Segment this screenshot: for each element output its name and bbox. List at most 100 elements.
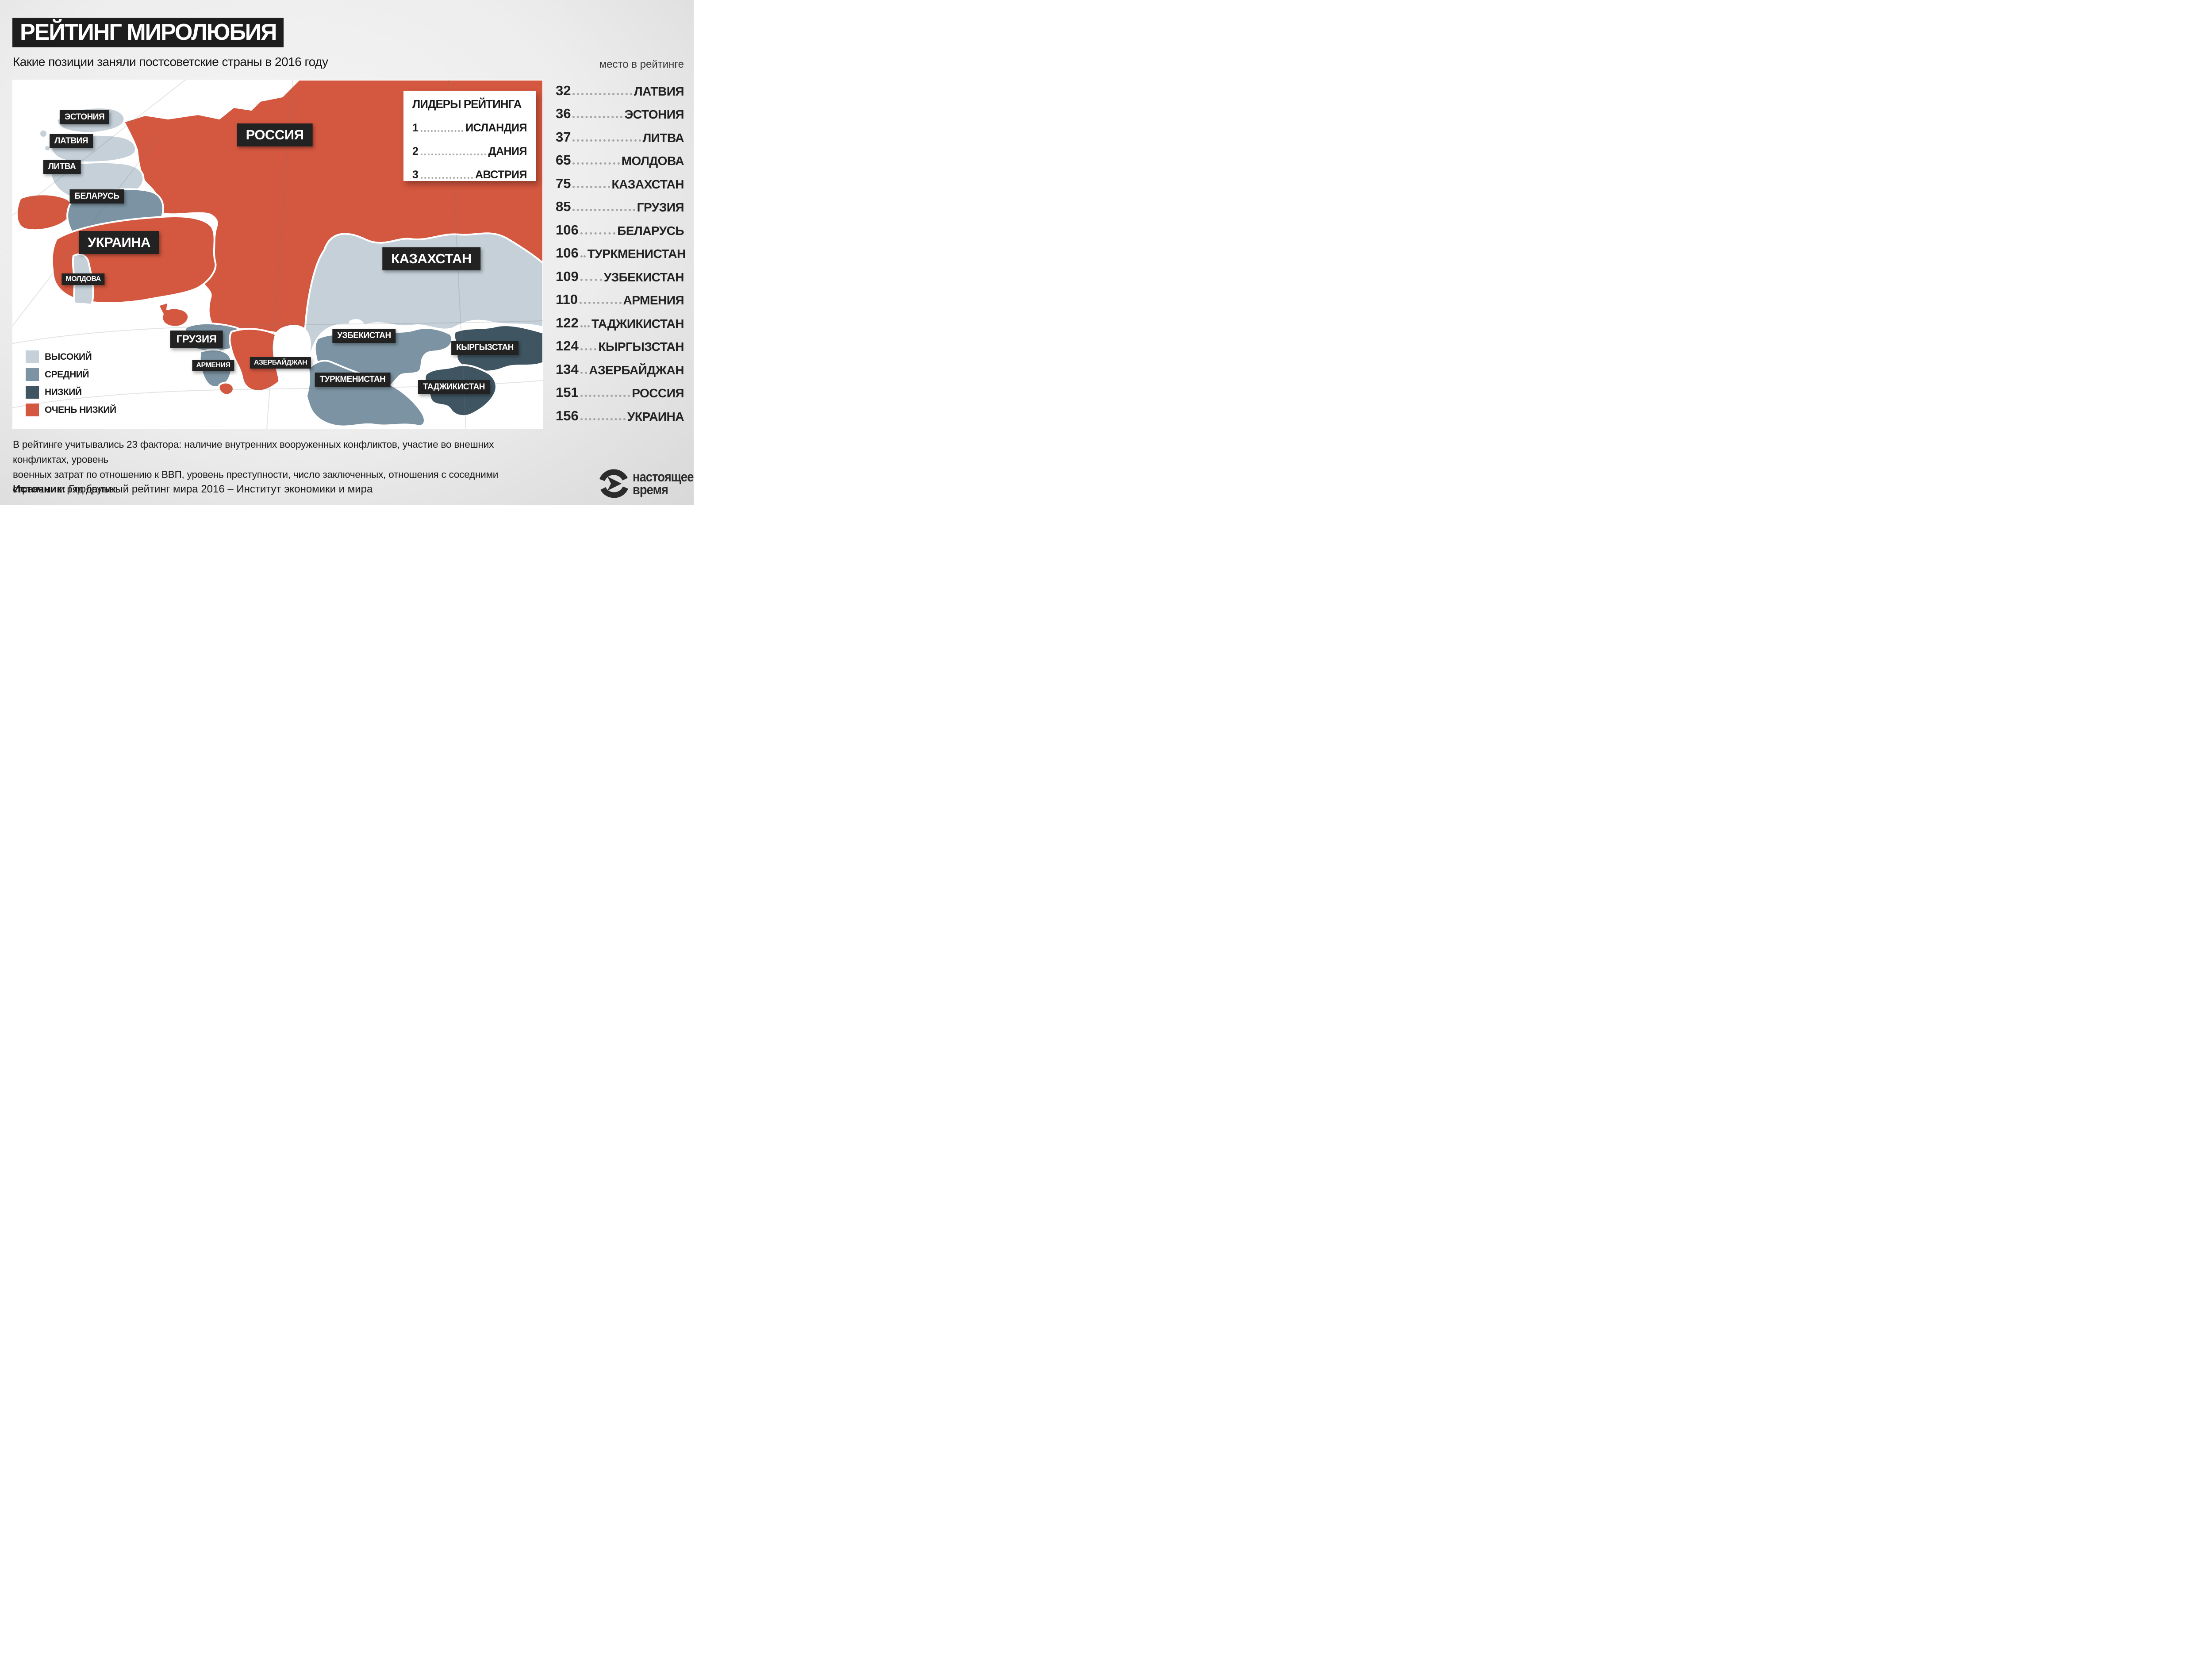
leader-row: 1 ИСЛАНДИЯ	[412, 122, 527, 135]
logo-line2: время	[633, 482, 668, 497]
leader-rank: 2	[412, 145, 419, 158]
sea-black	[37, 300, 200, 387]
ranking-country: МОЛДОВА	[621, 154, 684, 168]
leader-row: 2 ДАНИЯ	[412, 145, 527, 158]
ranking-list: 32 ЛАТВИЯ 36 ЭСТОНИЯ 37 ЛИТВА 65 МОЛДОВА 75 К…	[556, 75, 686, 424]
ranking-country: УЗБЕКИСТАН	[603, 270, 684, 284]
legend-item-medium: СРЕДНИЙ	[26, 368, 116, 381]
map-label-lithuania: ЛИТВА	[43, 160, 81, 174]
ranking-row: 156 УКРАИНА	[556, 400, 684, 424]
legend-label-high: ВЫСОКИЙ	[45, 351, 92, 362]
ranking-rank: 106	[556, 222, 579, 238]
dotted-leader	[580, 255, 586, 258]
sea-caspian	[273, 325, 311, 420]
dotted-leader	[420, 154, 486, 155]
dotted-leader	[572, 209, 635, 211]
ranking-row: 106 БЕЛАРУСЬ	[556, 215, 684, 238]
legend-swatch-high	[26, 350, 39, 363]
dotted-leader	[572, 185, 610, 188]
ranking-rank: 75	[556, 175, 571, 191]
legend-label-very-low: ОЧЕНЬ НИЗКИЙ	[45, 404, 116, 415]
current-time-logo: настоящее время	[597, 467, 694, 500]
ranking-country: ЛИТВА	[642, 131, 684, 145]
ranking-row: 75 КАЗАХСТАН	[556, 168, 684, 192]
country-kazakhstan	[301, 232, 543, 367]
leader-country: ДАНИЯ	[488, 145, 527, 158]
page-title: РЕЙТИНГ МИРОЛЮБИЯ	[20, 19, 277, 45]
leader-rank: 3	[412, 169, 419, 181]
legend-item-very-low: ОЧЕНЬ НИЗКИЙ	[26, 404, 116, 416]
leader-row: 3 АВСТРИЯ	[412, 169, 527, 181]
leader-country: ИСЛАНДИЯ	[465, 122, 527, 134]
dotted-leader	[580, 395, 630, 397]
map-label-ukraine: УКРАИНА	[78, 231, 160, 254]
dotted-leader	[420, 177, 473, 179]
region-nakhchivan	[218, 381, 234, 396]
dotted-leader	[580, 371, 588, 374]
ranking-row: 124 КЫРГЫЗСТАН	[556, 331, 684, 354]
graticule-lines	[12, 80, 543, 429]
dotted-leader	[580, 325, 590, 327]
page-subtitle: Какие позиции заняли постсоветские стран…	[13, 55, 328, 69]
clock-arrow-icon	[599, 469, 628, 498]
dotted-leader	[580, 278, 602, 281]
ranking-row: 151 РОССИЯ	[556, 377, 684, 401]
ranking-country: ЛАТВИЯ	[634, 84, 684, 98]
infographic: РЕЙТИНГ МИРОЛЮБИЯ Какие позиции заняли п…	[0, 0, 694, 505]
footnote: В рейтинге учитывались 23 фактора: налич…	[13, 439, 499, 495]
ranking-rank: 106	[556, 245, 579, 261]
source-label: Источник:	[13, 483, 66, 495]
ranking-country: УКРАИНА	[627, 409, 684, 423]
ranking-row: 32 ЛАТВИЯ	[556, 75, 684, 99]
ranking-rank: 85	[556, 199, 571, 214]
region-turkey-iran-white	[12, 371, 288, 429]
map-label-tajikistan: ТАДЖИКИСТАН	[418, 380, 490, 394]
legend-label-medium: СРЕДНИЙ	[45, 369, 89, 380]
ranking-rank: 37	[556, 129, 571, 145]
map-legend: ВЫСОКИЙ СРЕДНИЙ НИЗКИЙ ОЧЕНЬ НИЗКИЙ	[26, 350, 116, 421]
ranking-country: ТУРКМЕНИСТАН	[587, 247, 686, 261]
legend-swatch-very-low	[26, 404, 39, 416]
ranking-country: БЕЛАРУСЬ	[617, 223, 684, 238]
ranking-row: 122 ТАДЖИКИСТАН	[556, 308, 684, 331]
dotted-leader	[572, 92, 632, 95]
map-label-latvia: ЛАТВИЯ	[50, 134, 93, 148]
leader-rank: 1	[412, 122, 419, 134]
leaders-title: ЛИДЕРЫ РЕЙТИНГА	[412, 97, 522, 111]
dotted-leader	[580, 418, 626, 420]
ranking-country: КЫРГЫЗСТАН	[598, 340, 684, 354]
map-label-kyrgyzstan: КЫРГЫЗСТАН	[451, 341, 518, 355]
region-crimea	[157, 301, 190, 328]
ranking-row: 85 ГРУЗИЯ	[556, 192, 684, 215]
ranking-country: ГРУЗИЯ	[637, 200, 684, 214]
dotted-leader	[572, 116, 623, 118]
ranking-rank: 156	[556, 408, 579, 423]
ranking-row: 134 АЗЕРБАЙДЖАН	[556, 354, 684, 377]
ranking-rank: 36	[556, 106, 571, 121]
dotted-leader	[580, 232, 616, 235]
map-label-moldova: МОЛДОВА	[61, 273, 105, 285]
ranking-row: 37 ЛИТВА	[556, 122, 684, 145]
dotted-leader	[572, 162, 620, 165]
ranking-row: 106 ТУРКМЕНИСТАН	[556, 238, 686, 261]
dotted-leader	[572, 139, 641, 142]
ranking-country: АЗЕРБАЙДЖАН	[589, 363, 684, 377]
map-label-russia: РОССИЯ	[237, 123, 313, 146]
ranking-row: 36 ЭСТОНИЯ	[556, 99, 684, 122]
ranking-row: 65 МОЛДОВА	[556, 145, 684, 169]
ranking-rank: 151	[556, 385, 579, 400]
logo-line1: настоящее	[633, 469, 694, 485]
estonia-island	[38, 129, 48, 138]
legend-swatch-medium	[26, 368, 39, 381]
ranking-rank: 110	[556, 292, 578, 307]
dotted-leader	[420, 130, 464, 132]
ranking-row: 110 АРМЕНИЯ	[556, 285, 684, 308]
map-label-turkmenistan: ТУРКМЕНИСТАН	[315, 373, 391, 387]
leaders-box: ЛИДЕРЫ РЕЙТИНГА 1 ИСЛАНДИЯ 2 ДАНИЯ 3 АВС…	[403, 91, 536, 181]
source-text: Глобальный рейтинг мира 2016 – Институт …	[68, 483, 373, 495]
legend-swatch-low	[26, 386, 39, 399]
ranking-row: 109 УЗБЕКИСТАН	[556, 261, 684, 285]
ranking-country: ТАДЖИКИСТАН	[591, 316, 684, 331]
map-label-uzbekistan: УЗБЕКИСТАН	[332, 329, 396, 343]
legend-item-low: НИЗКИЙ	[26, 386, 116, 399]
